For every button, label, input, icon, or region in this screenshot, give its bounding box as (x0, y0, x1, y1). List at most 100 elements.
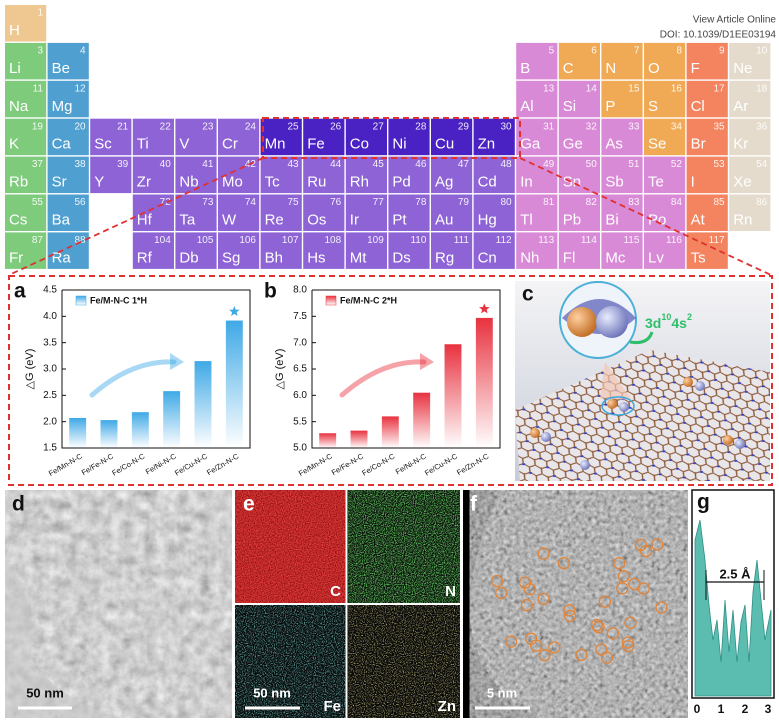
panel-label: g (697, 491, 710, 514)
map-label: Fe (323, 698, 341, 715)
element-symbol: W (222, 211, 237, 228)
element-cell (5, 232, 47, 269)
atomic-number: 115 (623, 235, 639, 246)
atom-circle (624, 616, 637, 629)
zoom-line (8, 157, 264, 276)
element-cell (431, 232, 473, 269)
atomic-number: 10 (756, 46, 768, 57)
atom (619, 402, 629, 412)
atomic-number: 40 (160, 159, 172, 170)
atom-circle (613, 556, 626, 570)
element-symbol: Te (648, 174, 664, 191)
atomic-number: 84 (671, 197, 683, 208)
element-cell (686, 42, 728, 80)
y-tick-label: 3.5 (43, 337, 57, 348)
atom-circle (651, 538, 664, 551)
atomic-number: 46 (415, 159, 427, 170)
element-cell (5, 156, 47, 194)
atomic-number: 16 (671, 83, 683, 94)
element-cell (473, 156, 515, 194)
atomic-number: 112 (496, 235, 512, 246)
element-cell (175, 156, 217, 194)
article-link[interactable]: View Article Online (693, 15, 777, 26)
atom-circle (622, 639, 635, 653)
element-cell (132, 118, 174, 156)
element-symbol: Se (648, 136, 666, 153)
element-symbol: Ge (563, 136, 583, 153)
y-tick-label: 5.0 (293, 443, 307, 454)
bar (381, 416, 399, 448)
atomic-number: 55 (32, 197, 44, 208)
element-cell (132, 194, 174, 231)
element-cell (601, 42, 643, 80)
y-axis-label: △G (eV) (274, 349, 286, 390)
element-symbol: Br (691, 136, 706, 153)
atomic-number: 7 (634, 46, 640, 57)
atom-circle (548, 641, 561, 654)
atomic-number: 83 (628, 197, 640, 208)
element-cell (644, 232, 686, 269)
atom (735, 439, 745, 449)
doi: DOI: 10.1039/D1EE03194 (660, 30, 777, 41)
atomic-number: 9 (719, 46, 725, 57)
y-axis-label: △G (eV) (24, 349, 36, 390)
element-cell (47, 42, 89, 80)
y-tick-label: 5.5 (293, 416, 307, 427)
atomic-number: 30 (500, 121, 512, 132)
bar (163, 391, 181, 448)
panel-c: 3d104s2 c (515, 281, 770, 481)
element-symbol: S (648, 98, 658, 115)
atom-circle (523, 583, 536, 596)
legend-swatch (75, 295, 87, 306)
atomic-number: 38 (74, 159, 86, 170)
element-cell (132, 156, 174, 194)
element-symbol: Ti (137, 136, 149, 153)
element-symbol: Bi (605, 211, 618, 228)
panel-label: e (243, 493, 255, 516)
map-label: N (445, 583, 456, 600)
element-symbol: Rh (350, 174, 369, 191)
atomic-number: 105 (197, 235, 214, 246)
element-cell (686, 156, 728, 194)
element-symbol: Xe (733, 174, 751, 191)
legend-swatch (325, 295, 337, 306)
element-symbol: Re (265, 211, 284, 228)
element-symbol: Mg (52, 98, 73, 115)
atomic-number: 11 (33, 83, 44, 94)
element-cell (431, 156, 473, 194)
atomic-number: 116 (666, 235, 682, 246)
element-symbol: Sr (52, 174, 67, 191)
map-fe (235, 605, 346, 718)
atomic-number: 21 (117, 121, 129, 132)
element-symbol: Lv (648, 249, 664, 266)
element-cell (47, 156, 89, 194)
element-symbol: Al (520, 98, 533, 115)
element-symbol: Po (648, 211, 666, 228)
element-cell (388, 156, 430, 194)
x-tick-label: 1 (718, 702, 725, 716)
atomic-number: 3 (37, 46, 43, 57)
element-symbol: Rg (435, 249, 454, 266)
bar (194, 361, 212, 448)
element-symbol: Hg (478, 211, 497, 228)
scale-label: 50 nm (253, 685, 291, 700)
atom-circle (538, 649, 551, 662)
element-symbol: Tl (520, 211, 533, 228)
scale-label: 50 nm (26, 685, 64, 700)
element-cell (516, 232, 558, 269)
atom-circle (518, 576, 532, 589)
atom-circle (575, 648, 588, 662)
element-cell (729, 156, 771, 194)
atom-circle (590, 618, 604, 632)
element-symbol: Pd (392, 174, 410, 191)
orbital-part: 4s (671, 315, 687, 331)
element-symbol: Mt (350, 249, 367, 266)
element-cell (175, 232, 217, 269)
element-symbol: K (9, 136, 19, 153)
atom-circle (530, 639, 543, 652)
element-symbol: Tc (265, 174, 281, 191)
y-tick-label: 8.0 (293, 285, 307, 296)
atomic-number: 117 (709, 235, 725, 246)
